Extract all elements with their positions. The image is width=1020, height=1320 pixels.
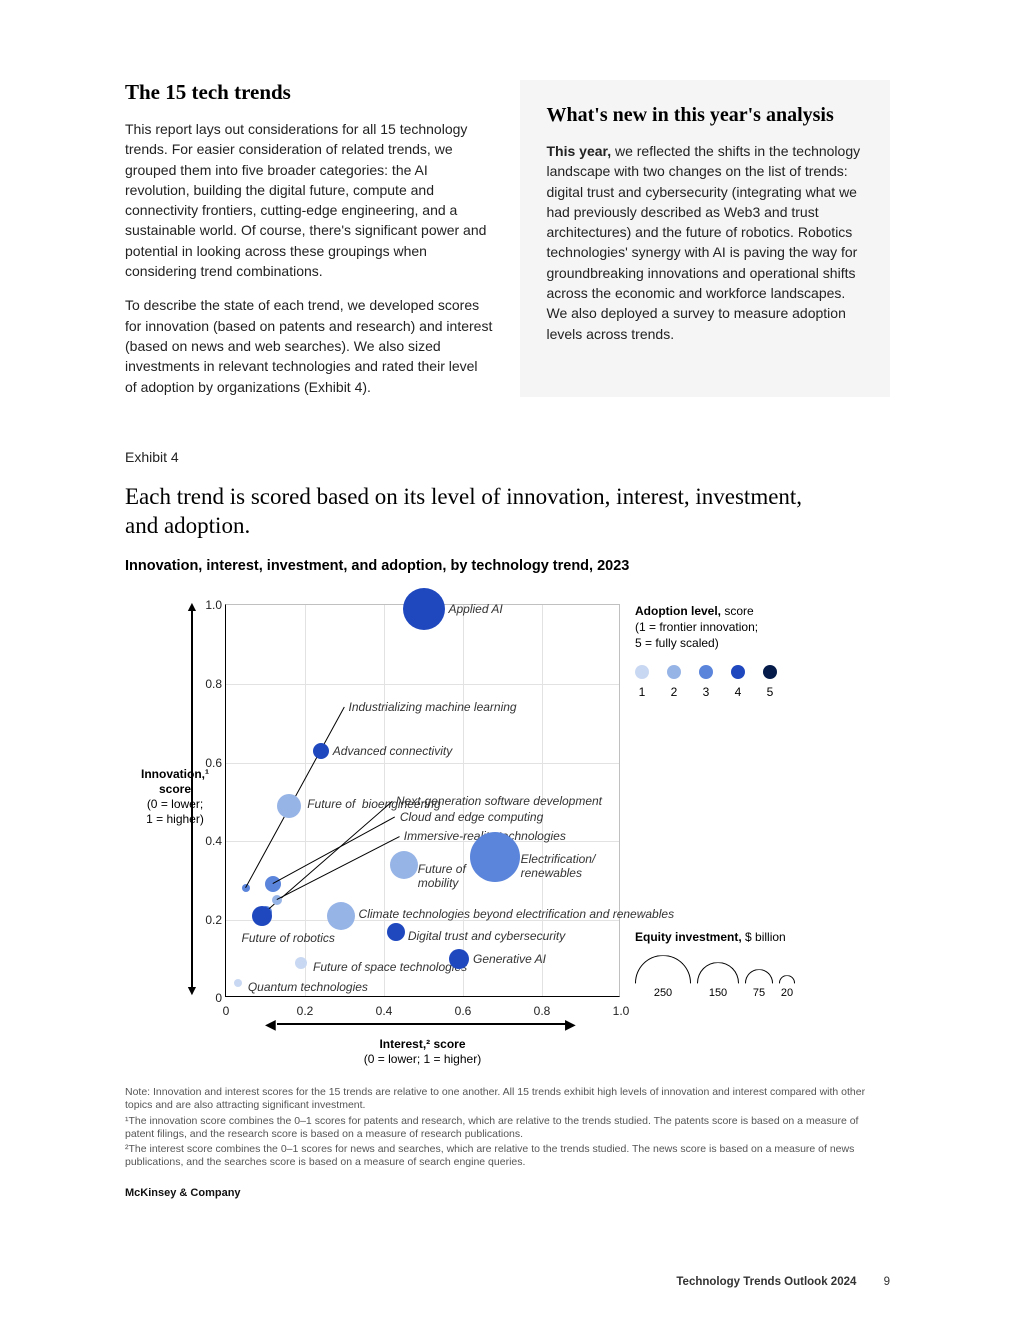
- adoption-legend-item: 5: [763, 665, 777, 701]
- legend-dot-icon: [667, 665, 681, 679]
- bubble-chart: Innovation,¹ score (0 = lower; 1 = highe…: [125, 592, 885, 1082]
- note-3: ²The interest score combines the 0–1 sco…: [125, 1143, 890, 1169]
- bubble-point: [449, 949, 469, 969]
- footer-doc-title: Technology Trends Outlook 2024: [676, 1276, 856, 1288]
- bubble-label: Next-generation software development: [396, 795, 602, 809]
- adoption-legend-item: 2: [667, 665, 681, 701]
- bubble-point: [470, 832, 520, 882]
- bubble-label: Future of robotics: [242, 932, 335, 946]
- legend-item-label: 2: [671, 685, 678, 701]
- y-axis-sub: (0 = lower; 1 = higher): [146, 797, 204, 826]
- legend-dot-icon: [731, 665, 745, 679]
- note-2: ¹The innovation score combines the 0–1 s…: [125, 1115, 890, 1141]
- right-sidebar: What's new in this year's analysis This …: [520, 80, 890, 397]
- left-heading: The 15 tech trends: [125, 80, 492, 105]
- x-tick-label: 0.2: [295, 1004, 315, 1018]
- bubble-label: Quantum technologies: [248, 981, 368, 995]
- bubble-label: Cloud and edge computing: [400, 811, 543, 825]
- bubble-label: Electrification/ renewables: [521, 853, 596, 881]
- chart-footnotes: Note: Innovation and interest scores for…: [125, 1086, 890, 1169]
- equity-arc-label: 75: [753, 987, 765, 999]
- bubble-point: [403, 588, 445, 630]
- plot-area: 000.20.20.40.40.60.60.80.81.01.0Applied …: [225, 604, 620, 997]
- equity-arcs: 250 150 75 20: [635, 955, 795, 1003]
- equity-arc-label: 20: [781, 987, 793, 999]
- bubble-point: [277, 794, 301, 818]
- x-axis-sub: (0 = lower; 1 = higher): [364, 1052, 481, 1066]
- bubble-label: Applied AI: [449, 603, 503, 617]
- y-tick-label: 0.6: [198, 756, 222, 770]
- bubble-label: Future of mobility: [418, 863, 466, 891]
- legend-item-label: 4: [735, 685, 742, 701]
- right-heading: What's new in this year's analysis: [546, 104, 864, 127]
- y-axis-title: Innovation,¹ score (0 = lower; 1 = highe…: [125, 767, 225, 827]
- x-tick-label: 0.4: [374, 1004, 394, 1018]
- y-tick-label: 0.4: [198, 834, 222, 848]
- top-columns: The 15 tech trends This report lays out …: [125, 80, 890, 397]
- bubble-point: [387, 923, 405, 941]
- x-tick-label: 0.6: [453, 1004, 473, 1018]
- note-1: Note: Innovation and interest scores for…: [125, 1086, 890, 1112]
- x-tick-label: 1.0: [611, 1004, 631, 1018]
- source-line: McKinsey & Company: [125, 1187, 890, 1199]
- bubble-point: [252, 906, 272, 926]
- bubble-point: [390, 851, 418, 879]
- x-arrow-line: [277, 1023, 567, 1025]
- adoption-legend-item: 3: [699, 665, 713, 701]
- x-arrow-left-icon: ◀: [265, 1016, 276, 1033]
- adoption-legend-row: 1 2 3 4 5: [635, 665, 885, 701]
- legend-item-label: 3: [703, 685, 710, 701]
- bubble-label: Advanced connectivity: [333, 745, 452, 759]
- y-axis-title-text: Innovation,¹ score: [141, 767, 209, 796]
- left-p2: To describe the state of each trend, we …: [125, 295, 492, 396]
- left-p1: This report lays out considerations for …: [125, 119, 492, 281]
- bubble-label: Digital trust and cybersecurity: [408, 930, 565, 944]
- left-column: The 15 tech trends This report lays out …: [125, 80, 492, 397]
- equity-arc-icon: [635, 955, 691, 1011]
- bubble-label: Generative AI: [473, 953, 546, 967]
- right-lead: This year,: [546, 143, 611, 159]
- adoption-legend-item: 1: [635, 665, 649, 701]
- bubble-point: [313, 743, 329, 759]
- x-axis-title-text: Interest,² score: [379, 1037, 465, 1051]
- exhibit-title: Each trend is scored based on its level …: [125, 483, 825, 541]
- bubble-point: [295, 957, 307, 969]
- right-rest: we reflected the shifts in the technolog…: [546, 143, 860, 342]
- x-axis-title: Interest,² score (0 = lower; 1 = higher): [225, 1037, 620, 1067]
- bubble-label: Future of space technologies: [313, 961, 467, 975]
- exhibit-label: Exhibit 4: [125, 449, 890, 465]
- equity-arc-label: 250: [654, 987, 672, 999]
- page-footer: Technology Trends Outlook 2024 9: [676, 1276, 890, 1288]
- y-tick-label: 0.2: [198, 913, 222, 927]
- y-tick-label: 1.0: [198, 598, 222, 612]
- footer-page-number: 9: [884, 1276, 890, 1288]
- bubble-point: [234, 979, 242, 987]
- bubble-point: [327, 902, 355, 930]
- adoption-legend-title: Adoption level,: [635, 604, 721, 618]
- adoption-legend-item: 4: [731, 665, 745, 701]
- legend-dot-icon: [699, 665, 713, 679]
- exhibit-subtitle: Innovation, interest, investment, and ad…: [125, 558, 890, 574]
- equity-legend: Equity investment, $ billion 2501507520: [635, 930, 885, 944]
- legend-item-label: 1: [639, 685, 646, 701]
- y-arrow-line: [191, 610, 193, 990]
- right-body: This year, we reflected the shifts in th…: [546, 141, 864, 344]
- x-tick-label: 0: [216, 1004, 236, 1018]
- bubble-label: Industrializing machine learning: [349, 701, 517, 715]
- y-tick-label: 0: [198, 991, 222, 1005]
- legend-dot-icon: [763, 665, 777, 679]
- legend-item-label: 5: [767, 685, 774, 701]
- equity-legend-title: Equity investment,: [635, 930, 742, 944]
- equity-arc-label: 150: [709, 987, 727, 999]
- legend-dot-icon: [635, 665, 649, 679]
- equity-legend-unit: $ billion: [742, 930, 786, 944]
- y-tick-label: 0.8: [198, 677, 222, 691]
- adoption-legend: Adoption level, score (1 = frontier inno…: [635, 604, 885, 700]
- bubble-label: Climate technologies beyond electrificat…: [359, 908, 675, 922]
- x-tick-label: 0.8: [532, 1004, 552, 1018]
